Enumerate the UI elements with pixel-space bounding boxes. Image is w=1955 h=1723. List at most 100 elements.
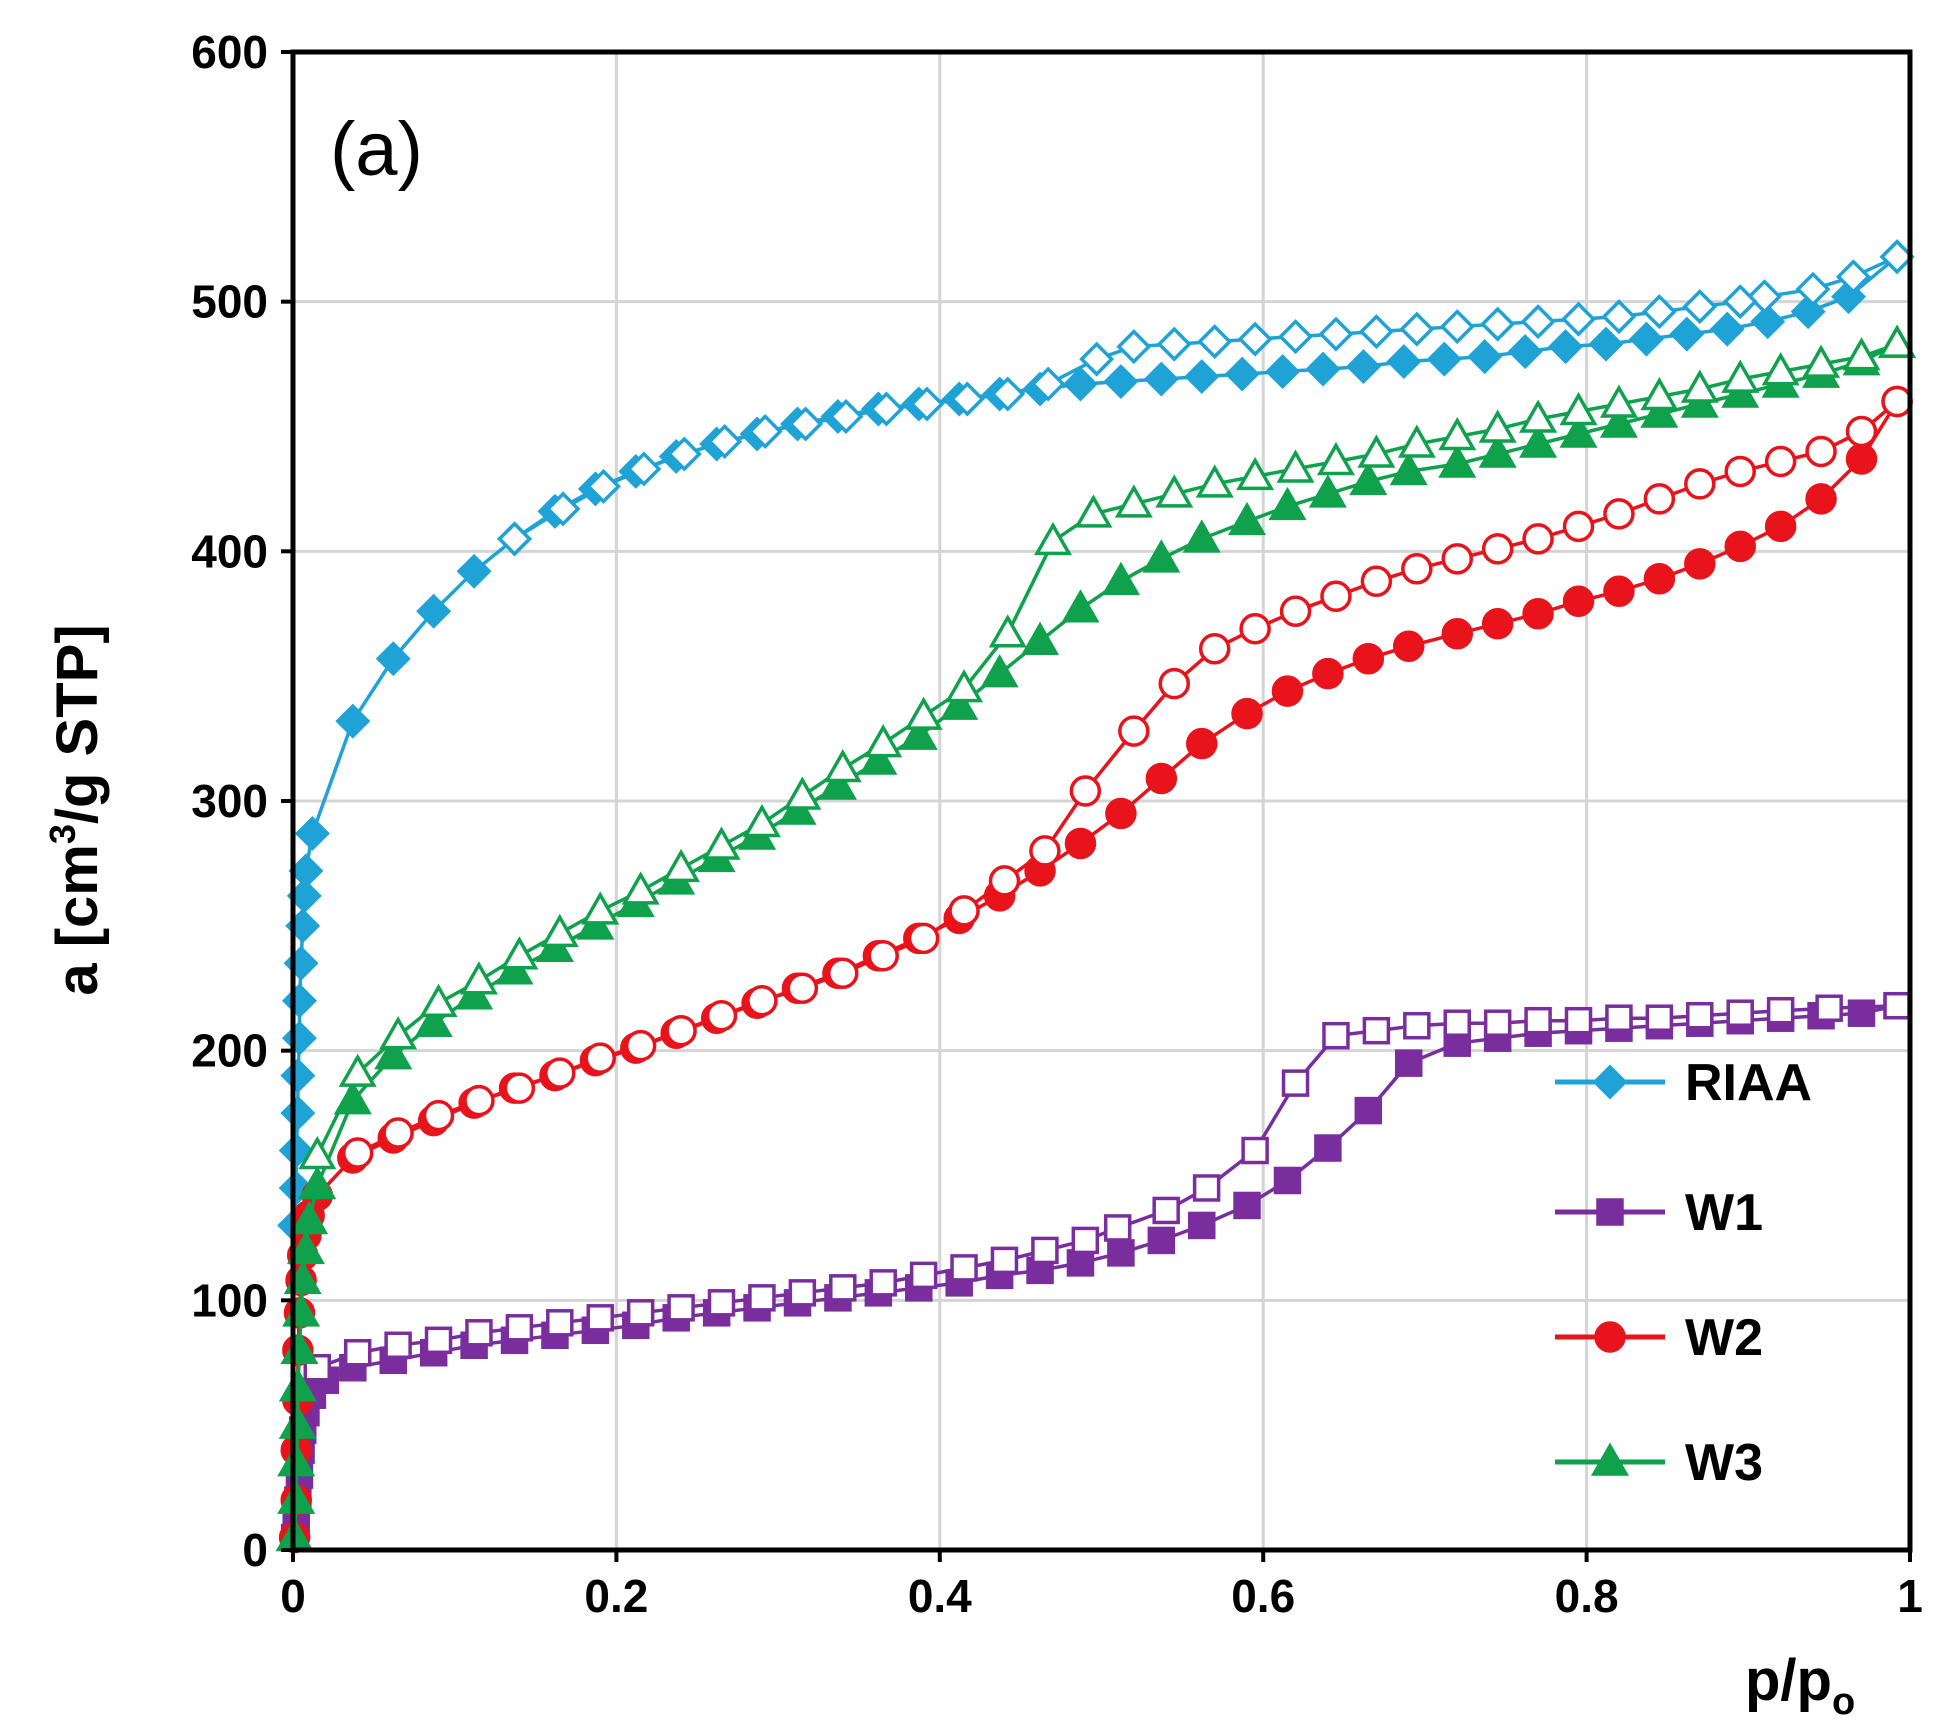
riaa-adsorption-point xyxy=(1063,366,1098,402)
w1-desorption-point xyxy=(1605,1004,1633,1032)
w3-desorption-point xyxy=(823,749,862,783)
w2-adsorption-point xyxy=(1186,727,1218,760)
w3-desorption-point xyxy=(1155,474,1194,508)
legend-item-riaa: RIAA xyxy=(1555,1054,1812,1112)
w2-desorption-point xyxy=(786,972,819,1004)
riaa-adsorption-point xyxy=(456,553,492,589)
w3-adsorption-point xyxy=(286,1230,325,1265)
w3-adsorption-point xyxy=(1599,404,1638,438)
w2-desorption-point xyxy=(1764,445,1797,478)
w3-desorption-point xyxy=(1478,409,1517,443)
riaa-adsorption-point xyxy=(1143,361,1179,397)
w3-desorption-point xyxy=(540,913,579,948)
riaa-adsorption-point xyxy=(1588,326,1624,362)
w3-adsorption-point xyxy=(290,1200,329,1235)
riaa-desorption-point xyxy=(828,399,864,434)
w1-desorption-point xyxy=(1103,1214,1132,1242)
w3-desorption-point xyxy=(1033,521,1073,556)
riaa-adsorption-point xyxy=(1426,341,1462,377)
w1-adsorption-point xyxy=(1107,1239,1135,1267)
w2-desorption-point xyxy=(1724,455,1756,488)
w2-desorption-point xyxy=(907,922,940,955)
w2-desorption-point xyxy=(1360,565,1393,598)
x-tick-label: 0 xyxy=(280,1570,306,1622)
w3-desorption-point xyxy=(1640,377,1679,411)
w1-desorption-point xyxy=(1686,1001,1714,1030)
riaa-adsorption-point xyxy=(280,1058,316,1094)
w2-adsorption-point xyxy=(1231,697,1263,730)
legend-marker xyxy=(1592,1064,1628,1100)
w2-adsorption-point xyxy=(1105,797,1137,830)
w3-desorption-point xyxy=(783,776,822,810)
w1-desorption-point xyxy=(869,1269,897,1297)
w2-desorption-point xyxy=(1279,595,1312,628)
w2-desorption-point xyxy=(1441,543,1473,575)
riaa-adsorption-point xyxy=(1224,356,1260,392)
w1-desorption-point xyxy=(626,1299,655,1327)
riaa-adsorption-point xyxy=(1265,354,1301,390)
w3-adsorption-point xyxy=(1559,414,1598,448)
riaa-desorption-point xyxy=(747,414,783,449)
riaa-desorption-point xyxy=(949,381,985,417)
w3-desorption-point xyxy=(338,1053,377,1087)
riaa-desorption-point xyxy=(1641,294,1677,330)
riaa-desorption-point xyxy=(1835,259,1871,295)
w2-desorption-point xyxy=(827,957,859,990)
panel-label: (a) xyxy=(330,107,423,192)
riaa-adsorption-point xyxy=(1103,364,1139,400)
w2-adsorption-point xyxy=(1145,762,1178,795)
w1-desorption-point xyxy=(465,1319,493,1347)
legend: RIAA W1 W2 W3 xyxy=(1555,1054,1812,1492)
legend-label: W2 xyxy=(1685,1309,1763,1367)
w2-desorption-point xyxy=(746,984,778,1017)
riaa-desorption-point xyxy=(1116,329,1152,365)
riaa-desorption-point xyxy=(666,436,702,472)
w3-desorption-point xyxy=(662,848,701,883)
legend-item-w1: W1 xyxy=(1555,1184,1763,1242)
w2-adsorption-point xyxy=(1392,630,1425,662)
w1-adsorption-line xyxy=(292,1003,1898,1538)
w2-adsorption-point xyxy=(1643,563,1676,595)
w1-desorption-point xyxy=(1322,1021,1350,1050)
w1-adsorption-point xyxy=(1354,1096,1383,1125)
w1-desorption-point xyxy=(1564,1006,1593,1035)
legend-item-w2: W2 xyxy=(1555,1309,1763,1367)
w2-desorption-point xyxy=(1198,632,1231,665)
w2-desorption-point xyxy=(422,1099,455,1132)
riaa-adsorption-point xyxy=(1709,311,1745,347)
w1-desorption-point xyxy=(505,1314,534,1342)
riaa-desorption-point xyxy=(1520,304,1556,340)
riaa-desorption-point xyxy=(1358,314,1394,350)
x-axis-title-subscript: o xyxy=(1832,1681,1855,1723)
w1-desorption-point xyxy=(1524,1006,1552,1035)
w2-desorption-point xyxy=(544,1057,576,1089)
w3-desorption-point xyxy=(988,614,1027,648)
w2-desorption-point xyxy=(1158,667,1191,700)
riaa-adsorption-point xyxy=(1507,334,1543,370)
x-axis-title: p/po xyxy=(1745,1648,1855,1723)
riaa-desorption-point xyxy=(1278,319,1314,355)
x-tick-label: 0.2 xyxy=(584,1570,648,1622)
riaa-adsorption-point xyxy=(335,703,371,739)
riaa-adsorption-point xyxy=(1184,359,1220,395)
w3-adsorption-point xyxy=(1021,621,1060,655)
w1-adsorption-point xyxy=(1066,1249,1095,1277)
legend-label: W3 xyxy=(1685,1434,1763,1492)
x-axis-title-main: p/p xyxy=(1745,1648,1832,1713)
y-tick-label: 0 xyxy=(242,1524,268,1576)
w3-adsorption-point xyxy=(414,1003,453,1037)
riaa-adsorption-point xyxy=(278,1133,314,1169)
grid-lines xyxy=(293,52,1910,1550)
w1-desorption-point xyxy=(748,1284,776,1312)
x-tick-label: 0.8 xyxy=(1555,1570,1619,1622)
w2-desorption-point xyxy=(1320,580,1352,613)
riaa-adsorption-point xyxy=(416,593,452,629)
w3-desorption-point xyxy=(500,936,539,970)
riaa-adsorption-point xyxy=(1750,304,1786,340)
w2-adsorption-point xyxy=(1805,483,1837,515)
w3-adsorption-point xyxy=(298,1165,337,1200)
riaa-adsorption-point xyxy=(294,815,330,851)
w3-adsorption-point xyxy=(1478,434,1517,468)
w3-desorption-point xyxy=(1438,416,1477,451)
w3-desorption-point xyxy=(702,826,741,860)
